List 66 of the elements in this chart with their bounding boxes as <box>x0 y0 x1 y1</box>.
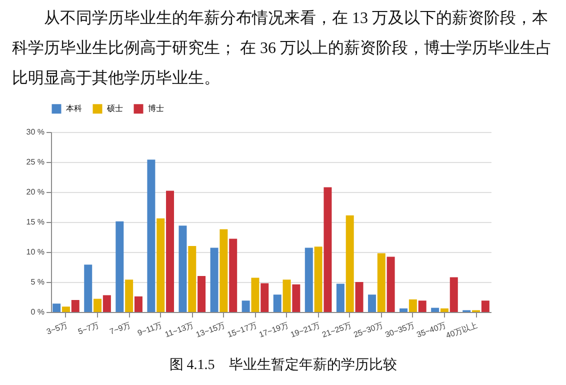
bar <box>400 308 408 312</box>
bar <box>125 280 134 312</box>
bar <box>52 304 61 312</box>
bar <box>116 221 124 312</box>
bar <box>282 280 291 312</box>
bar <box>346 215 354 312</box>
bar <box>84 264 92 312</box>
x-tick-label: 9~11万 <box>136 320 164 338</box>
x-tick-label: 21~25万 <box>320 320 353 340</box>
x-tick-label: 13~15万 <box>194 320 226 340</box>
bar <box>71 300 80 312</box>
bar <box>229 238 238 312</box>
bar <box>220 229 228 312</box>
y-tick-label: 30 % <box>26 128 44 136</box>
bar <box>102 295 111 312</box>
bar <box>418 300 426 312</box>
bar <box>314 246 322 312</box>
bar <box>178 226 187 312</box>
x-tick-label: 7~9万 <box>108 320 132 336</box>
bar <box>251 278 260 312</box>
x-tick-label: 3~5万 <box>45 320 69 336</box>
bar <box>198 276 206 312</box>
x-tick-label: 17~19万 <box>258 320 290 340</box>
bar <box>408 299 417 312</box>
y-tick-label: 0 % <box>30 308 44 316</box>
bar <box>260 283 269 312</box>
bar <box>336 284 344 312</box>
bar <box>166 190 174 312</box>
bar <box>273 294 282 312</box>
bar <box>481 300 490 312</box>
bar <box>431 308 440 312</box>
x-tick-label: 35~40万 <box>416 320 448 340</box>
y-tick-label: 15 % <box>26 218 44 226</box>
bar <box>386 256 395 312</box>
y-tick-label: 25 % <box>26 158 44 166</box>
bar <box>242 300 250 312</box>
bar <box>94 298 102 312</box>
bar <box>156 218 165 312</box>
bar <box>377 253 386 312</box>
x-tick-label: 30~35万 <box>384 320 416 340</box>
x-tick-label: 19~21万 <box>289 320 322 340</box>
text: 图 4.1.5 毕业生暂定年薪的学历比较 <box>168 356 398 374</box>
bar <box>188 246 196 312</box>
x-tick-label: 5~7万 <box>76 320 100 336</box>
bar <box>304 248 313 312</box>
bar <box>355 282 364 312</box>
bar <box>210 248 218 312</box>
x-tick-label: 25~30万 <box>352 320 384 340</box>
legend-label: 本科 <box>66 104 82 113</box>
text: 从不同学历毕业生的年薪分布情况来看，在 13 万及以下的薪资阶段，本科学历毕业生比例高于研究生； 在 36 万以上的薪资阶段，博士学历毕业生占比明显高于其他学历毕业生。 <box>12 8 553 89</box>
bar <box>324 187 332 312</box>
bar <box>292 284 300 312</box>
legend-label: 硕士 <box>106 104 123 113</box>
bar <box>134 296 142 312</box>
bar <box>147 160 156 312</box>
y-tick-label: 20 % <box>26 188 44 196</box>
y-tick-label: 10 % <box>26 248 44 256</box>
bar <box>440 308 448 312</box>
bar <box>368 294 376 312</box>
x-tick-label: 11~13万 <box>164 320 195 340</box>
legend-label: 博士 <box>148 104 164 113</box>
y-tick-label: 5 % <box>30 278 44 286</box>
x-tick-label: 40万以上 <box>444 320 479 340</box>
bar <box>62 306 70 312</box>
x-tick-label: 15~17万 <box>226 320 258 340</box>
bar <box>450 277 458 312</box>
